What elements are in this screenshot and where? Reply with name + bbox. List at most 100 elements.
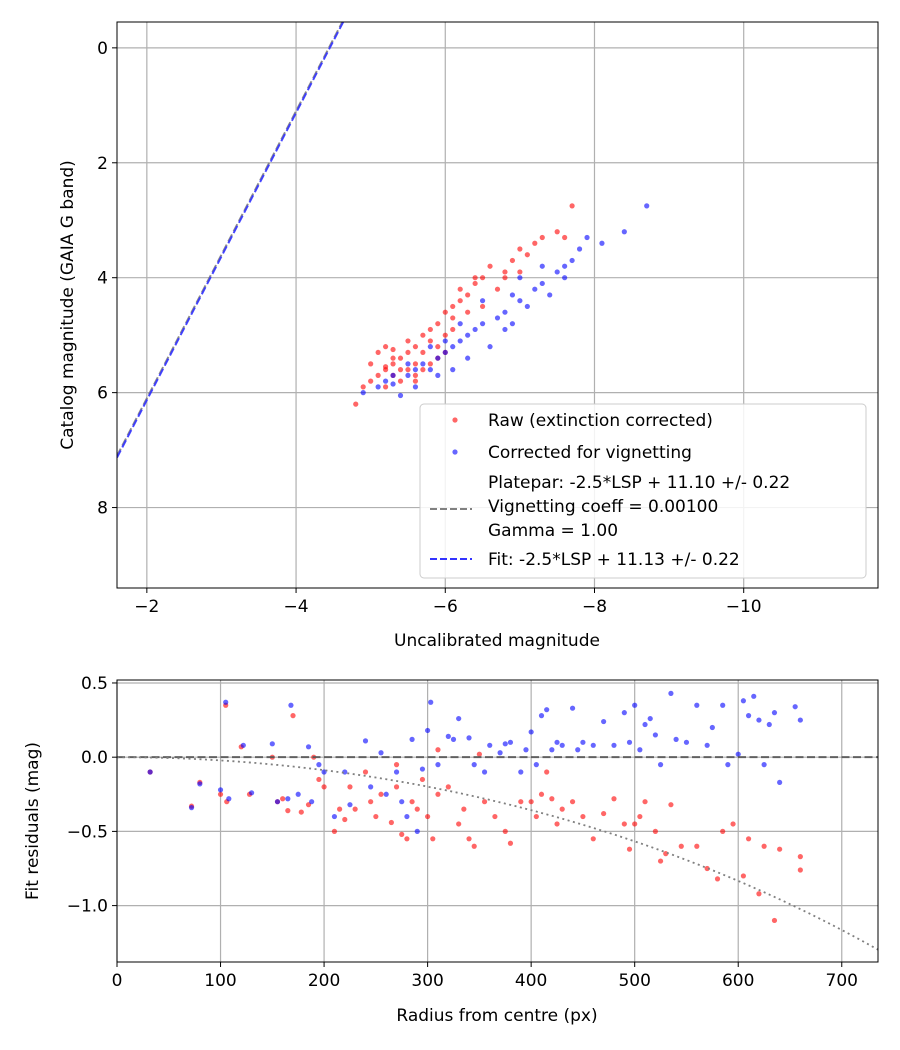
bot-point-series-1 [569, 705, 576, 711]
bot-point-series-1 [720, 702, 726, 708]
top-point-series-0 [472, 275, 478, 281]
bot-point-series-0 [538, 791, 545, 797]
bot-point-series-1 [756, 717, 762, 723]
bot-point-series-0 [637, 813, 643, 820]
bot-point-series-0 [337, 806, 343, 812]
top-point-series-0 [390, 361, 396, 367]
bot-point-series-0 [797, 867, 803, 873]
top-point-series-0 [532, 240, 538, 246]
top-point-series-1 [576, 246, 583, 252]
bottom-chart-panel: 0 100 200 300 400 500 600 700 0.5 0.0 −0.5 −1.0 Rad… [23, 674, 879, 1026]
legend-platepar-label-3: Gamma = 1.00 [488, 521, 618, 541]
bot-point-series-1 [538, 713, 545, 719]
bot-point-series-1 [309, 799, 315, 805]
bot-point-series-0 [388, 819, 394, 826]
top-point-series-0 [427, 361, 433, 367]
bot-point-series-1 [362, 738, 369, 744]
bot-point-series-1 [575, 747, 581, 753]
bot-point-series-1 [497, 750, 503, 756]
top-y-tick-label: 8 [97, 499, 108, 519]
bot-point-series-1 [428, 699, 434, 705]
bot-point-series-0 [611, 796, 617, 802]
bot-point-series-0 [471, 843, 477, 849]
top-point-series-1 [390, 372, 396, 378]
top-point-series-1 [465, 332, 471, 338]
bot-point-series-0 [569, 799, 576, 805]
top-point-series-0 [502, 269, 508, 275]
top-point-series-1 [599, 240, 605, 246]
top-point-series-0 [412, 372, 419, 378]
bot-point-series-1 [419, 766, 426, 772]
bot-point-series-0 [761, 843, 767, 849]
top-point-series-1 [427, 367, 433, 373]
bot-point-series-1 [544, 707, 550, 713]
top-y-tick-label: 6 [97, 384, 108, 404]
top-point-series-0 [412, 344, 419, 350]
top-point-series-1 [405, 361, 411, 367]
top-x-tick-label: −6 [433, 597, 458, 617]
bot-point-series-0 [321, 784, 327, 790]
legend: Raw (extinction corrected) Corrected for… [419, 403, 867, 579]
bot-point-series-1 [404, 813, 410, 820]
top-point-series-0 [472, 280, 478, 287]
top-point-series-1 [487, 344, 493, 350]
bot-point-series-0 [730, 821, 736, 827]
top-point-series-1 [621, 229, 627, 235]
bot-point-series-0 [409, 799, 415, 805]
bot-point-series-1 [632, 702, 638, 708]
bot-point-series-1 [580, 739, 586, 745]
bot-point-series-1 [226, 796, 232, 802]
bot-y-tick-label: −1.0 [67, 897, 108, 917]
top-x-tick-label: −2 [134, 597, 159, 617]
top-point-series-0 [479, 275, 486, 281]
bot-point-series-0 [745, 836, 752, 842]
top-point-series-1 [517, 298, 523, 304]
top-point-series-0 [442, 332, 448, 338]
bot-point-series-0 [368, 799, 374, 805]
top-point-series-0 [405, 367, 411, 373]
bot-point-series-1 [518, 769, 524, 775]
bot-point-series-1 [248, 790, 255, 796]
top-point-series-0 [450, 303, 456, 310]
top-x-tick-label: −10 [726, 597, 762, 617]
bot-point-series-1 [414, 828, 420, 834]
top-point-series-0 [405, 338, 411, 344]
top-point-series-0 [420, 349, 426, 356]
bot-point-series-0 [430, 836, 436, 842]
bot-point-series-1 [316, 762, 322, 768]
bot-point-series-0 [533, 813, 539, 820]
bot-point-series-1 [197, 781, 203, 787]
bot-point-series-1 [321, 769, 327, 775]
bot-x-tick-label: 200 [308, 971, 340, 991]
top-point-series-0 [457, 286, 463, 292]
bot-point-series-1 [549, 747, 555, 753]
bot-point-series-1 [378, 750, 384, 756]
top-y-tick-label: 4 [97, 269, 108, 289]
top-point-series-0 [382, 344, 389, 350]
bot-point-series-0 [559, 806, 565, 812]
bot-point-series-1 [668, 690, 674, 696]
bot-point-series-1 [295, 791, 301, 797]
top-point-series-1 [405, 372, 411, 378]
bot-x-tick-label: 100 [204, 971, 236, 991]
bot-point-series-0 [492, 813, 498, 820]
top-point-series-1 [435, 355, 441, 361]
top-point-series-0 [420, 367, 426, 373]
bot-point-series-1 [657, 762, 664, 768]
top-point-series-1 [450, 344, 456, 350]
bot-point-series-0 [507, 840, 514, 846]
bot-point-series-1 [269, 741, 275, 747]
top-point-series-0 [353, 401, 359, 407]
bottom-plot-frame [116, 679, 879, 963]
bot-point-series-1 [626, 739, 633, 745]
bot-point-series-1 [223, 699, 229, 705]
top-point-series-0 [397, 355, 404, 361]
bot-point-series-1 [554, 739, 560, 745]
bot-point-series-1 [305, 744, 312, 750]
bot-point-series-1 [533, 762, 539, 768]
top-point-series-0 [375, 349, 381, 356]
top-point-series-1 [562, 263, 568, 269]
top-point-series-0 [479, 303, 486, 310]
top-point-series-0 [382, 384, 389, 390]
top-point-series-0 [427, 338, 433, 344]
